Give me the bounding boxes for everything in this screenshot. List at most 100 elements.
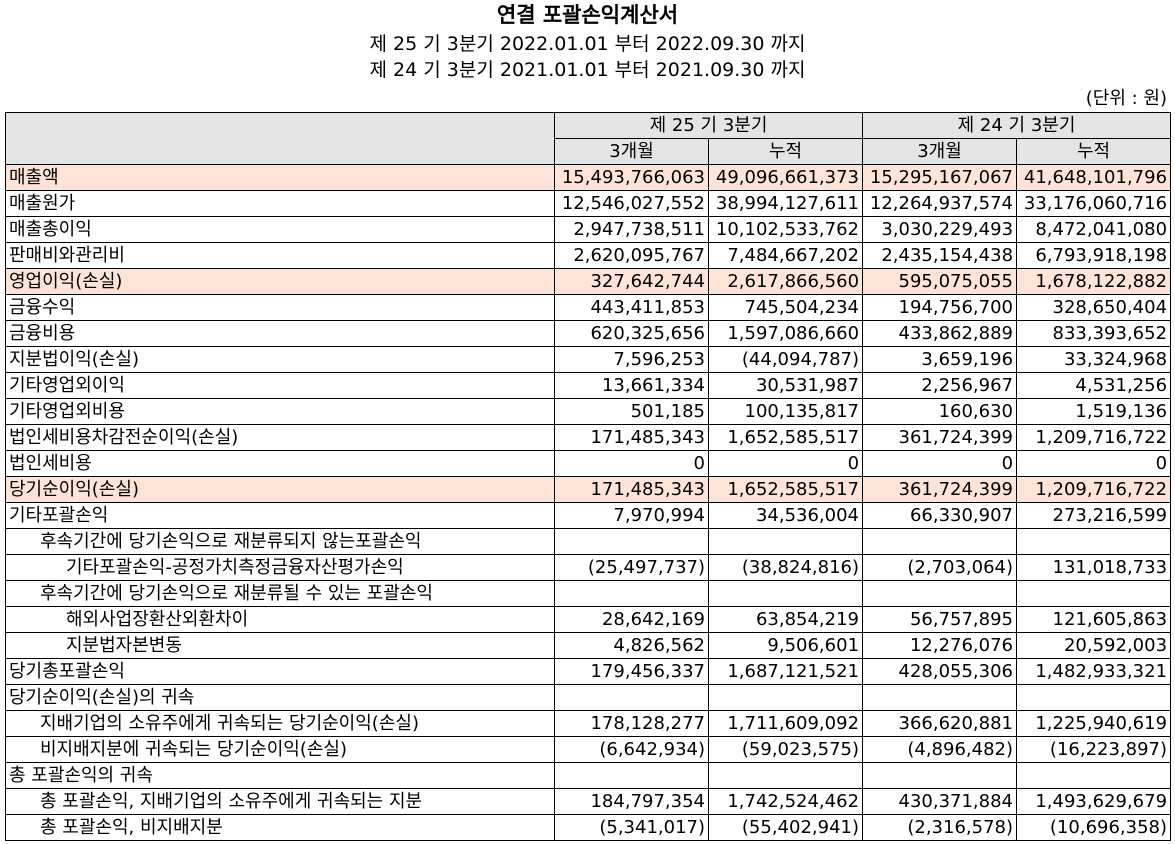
row-value: 20,592,003 [1016, 632, 1172, 659]
row-value [862, 580, 1018, 607]
table-row: 지분법이익(손실) 7,596,253 (44,094,787) 3,659,196 3… [5, 346, 1172, 373]
row-value: 10,102,533,762 [707, 216, 864, 243]
row-value: 6,793,918,198 [1016, 242, 1172, 269]
row-value: 1,652,585,517 [707, 424, 864, 451]
row-value: (4,896,482) [862, 736, 1018, 763]
row-value [862, 528, 1018, 555]
statement-rows: 매출액 15,493,766,063 49,096,661,373 15,295,16… [5, 164, 1172, 841]
row-label: 기타영업외비용 [5, 398, 555, 425]
row-value: 366,620,881 [862, 710, 1018, 737]
row-value: 1,519,136 [1016, 398, 1172, 425]
table-row: 기타포괄손익 7,970,994 34,536,004 66,330,907 273,2… [5, 502, 1172, 529]
row-label: 법인세비용 [5, 450, 555, 477]
row-value: 7,484,667,202 [707, 242, 864, 269]
row-value [554, 580, 709, 607]
row-label: 당기순이익(손실) [5, 476, 555, 503]
row-value: (2,316,578) [862, 814, 1018, 841]
table-row: 지분법자본변동 4,826,562 9,506,601 12,276,076 20,59… [5, 632, 1172, 659]
row-value: 4,826,562 [554, 632, 709, 659]
row-value: (55,402,941) [707, 814, 864, 841]
row-value: 430,371,884 [862, 788, 1018, 815]
row-label: 기타영업외이익 [5, 372, 555, 399]
row-value: 833,393,652 [1016, 320, 1172, 347]
row-value: 1,711,609,092 [707, 710, 864, 737]
row-value: 7,596,253 [554, 346, 709, 373]
table-row: 금융수익 443,411,853 745,504,234 194,756,700 328… [5, 294, 1172, 321]
income-statement-table: 제 25 기 3분기 제 24 기 3분기 3개월 누적 3개월 누적 매출액 1… [5, 112, 1172, 841]
header-corner-cell [5, 112, 555, 165]
row-value: 34,536,004 [707, 502, 864, 529]
row-value [554, 684, 709, 711]
row-value: 41,648,101,796 [1016, 164, 1172, 191]
row-label: 기타포괄손익-공정가치측정금융자산평가손익 [5, 554, 555, 581]
row-label: 매출액 [5, 164, 555, 191]
row-value [862, 684, 1018, 711]
table-row: 기타영업외이익 13,661,334 30,531,987 2,256,967 4,53… [5, 372, 1172, 399]
table-row: 후속기간에 당기손익으로 재분류되지 않는포괄손익 [5, 528, 1172, 555]
table-row: 매출액 15,493,766,063 49,096,661,373 15,295,16… [5, 164, 1172, 191]
row-value: 428,055,306 [862, 658, 1018, 685]
row-value: (16,223,897) [1016, 736, 1172, 763]
row-value: 0 [862, 450, 1018, 477]
row-value: 131,018,733 [1016, 554, 1172, 581]
row-value: 0 [554, 450, 709, 477]
row-value: 443,411,853 [554, 294, 709, 321]
header-prior-three-months: 3개월 [862, 138, 1018, 165]
header-prior-cumulative: 누적 [1016, 138, 1172, 165]
prior-period-range: 제 24 기 3분기 2021.01.01 부터 2021.09.30 까지 [369, 59, 806, 81]
row-value: 171,485,343 [554, 476, 709, 503]
row-value: 12,264,937,574 [862, 190, 1018, 217]
row-value [1016, 580, 1172, 607]
table-row: 지배기업의 소유주에게 귀속되는 당기순이익(손실) 178,128,277 1,7… [5, 710, 1172, 737]
row-value: 745,504,234 [707, 294, 864, 321]
row-label: 총 포괄손익, 지배기업의 소유주에게 귀속되는 지분 [5, 788, 555, 815]
row-value: 184,797,354 [554, 788, 709, 815]
row-value: 1,209,716,722 [1016, 424, 1172, 451]
row-value: 56,757,895 [862, 606, 1018, 633]
table-row: 법인세비용 0 0 0 0 [5, 450, 1172, 477]
row-value: 30,531,987 [707, 372, 864, 399]
row-value: (2,703,064) [862, 554, 1018, 581]
row-value: (44,094,787) [707, 346, 864, 373]
row-value [707, 684, 864, 711]
table-row: 당기총포괄손익 179,456,337 1,687,121,521 428,055,3… [5, 658, 1172, 685]
row-value: 2,617,866,560 [707, 268, 864, 295]
row-value: 595,075,055 [862, 268, 1018, 295]
table-row: 기타포괄손익-공정가치측정금융자산평가손익 (25,497,737) (38,824… [5, 554, 1172, 581]
row-value: 3,030,229,493 [862, 216, 1018, 243]
row-label: 당기순이익(손실)의 귀속 [5, 684, 555, 711]
row-value: 9,506,601 [707, 632, 864, 659]
row-value: 121,605,863 [1016, 606, 1172, 633]
row-value: 4,531,256 [1016, 372, 1172, 399]
row-value: (10,696,358) [1016, 814, 1172, 841]
table-row: 총 포괄손익, 비지배지분 (5,341,017) (55,402,941) (2,3… [5, 814, 1172, 841]
row-value: 328,650,404 [1016, 294, 1172, 321]
row-value: 171,485,343 [554, 424, 709, 451]
header-row-periods: 제 25 기 3분기 제 24 기 3분기 [5, 112, 1172, 165]
table-row: 매출원가 12,546,027,552 38,994,127,611 12,264,9… [5, 190, 1172, 217]
row-label: 후속기간에 당기손익으로 재분류되지 않는포괄손익 [5, 528, 555, 555]
row-value [1016, 684, 1172, 711]
table-row: 당기순이익(손실)의 귀속 [5, 684, 1172, 711]
row-value: 1,687,121,521 [707, 658, 864, 685]
row-value: (38,824,816) [707, 554, 864, 581]
table-row: 비지배지분에 귀속되는 당기순이익(손실) (6,642,934) (59,023,… [5, 736, 1172, 763]
header-current-three-months: 3개월 [554, 138, 709, 165]
row-label: 총 포괄손익, 비지배지분 [5, 814, 555, 841]
row-value: 8,472,041,080 [1016, 216, 1172, 243]
row-label: 해외사업장환산외환차이 [5, 606, 555, 633]
table-row: 영업이익(손실) 327,642,744 2,617,866,560 595,075,… [5, 268, 1172, 295]
header-current-cumulative: 누적 [707, 138, 864, 165]
row-value: (25,497,737) [554, 554, 709, 581]
row-value [707, 762, 864, 789]
row-value: 433,862,889 [862, 320, 1018, 347]
row-label: 법인세비용차감전순이익(손실) [5, 424, 555, 451]
row-value: 0 [1016, 450, 1172, 477]
row-value: 1,597,086,660 [707, 320, 864, 347]
row-value [862, 762, 1018, 789]
row-value: 12,276,076 [862, 632, 1018, 659]
row-value [554, 762, 709, 789]
table-row: 판매비와관리비 2,620,095,767 7,484,667,202 2,435,1… [5, 242, 1172, 269]
table-row: 법인세비용차감전순이익(손실) 171,485,343 1,652,585,517 3… [5, 424, 1172, 451]
